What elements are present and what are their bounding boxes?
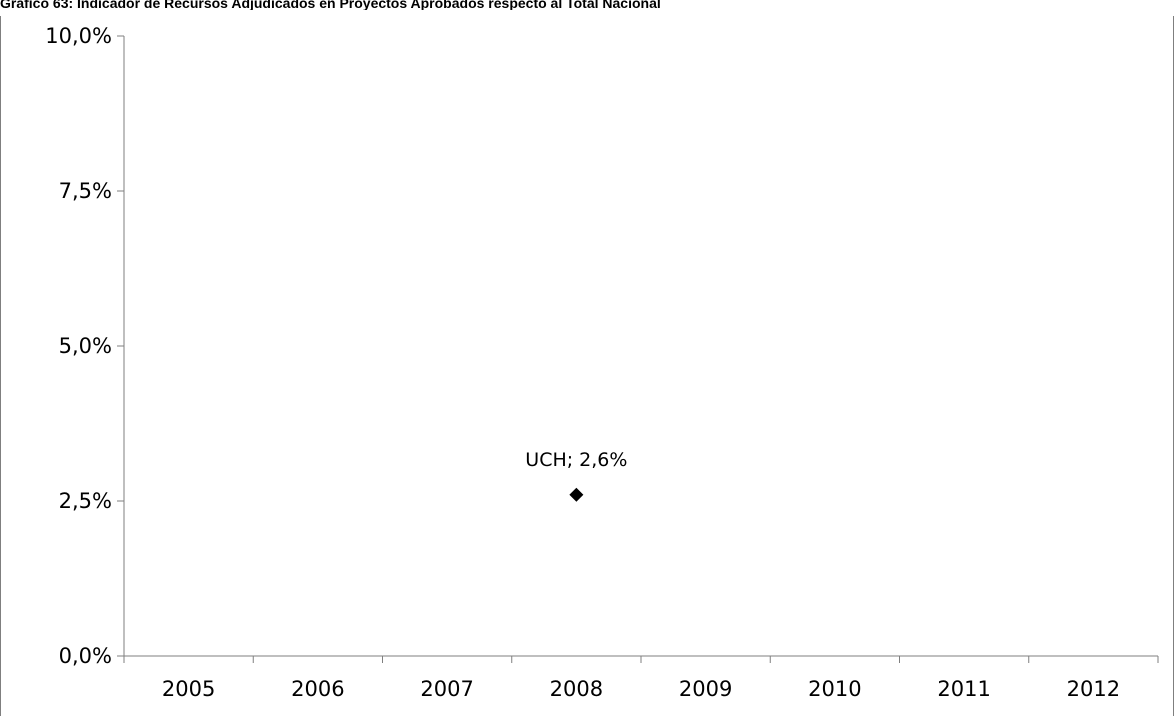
y-tick-label: 2,5% xyxy=(59,489,112,513)
y-tick-label: 5,0% xyxy=(59,334,112,358)
data-point-label: UCH; 2,6% xyxy=(525,449,627,471)
x-tick-label: 2006 xyxy=(291,677,344,701)
y-tick-label: 10,0% xyxy=(45,24,112,48)
x-ticks: 2005 2006 2007 2008 2009 2010 2011 2012 xyxy=(123,656,1159,701)
y-tick-label: 0,0% xyxy=(59,644,112,668)
y-tick-label: 7,5% xyxy=(59,179,112,203)
x-tick-label: 2009 xyxy=(679,677,732,701)
x-tick-label: 2008 xyxy=(550,677,603,701)
x-tick-label: 2010 xyxy=(808,677,861,701)
data-points: UCH; 2,6% xyxy=(525,449,627,502)
x-tick-label: 2005 xyxy=(162,677,215,701)
x-tick-label: 2007 xyxy=(420,677,473,701)
chart-title: Gráfico 63: Indicador de Recursos Adjudi… xyxy=(0,0,661,10)
y-ticks: 0,0% 2,5% 5,0% 7,5% 10,0% xyxy=(45,24,124,668)
x-tick-label: 2011 xyxy=(937,677,990,701)
data-point-marker xyxy=(569,487,584,502)
x-tick-label: 2012 xyxy=(1067,677,1120,701)
